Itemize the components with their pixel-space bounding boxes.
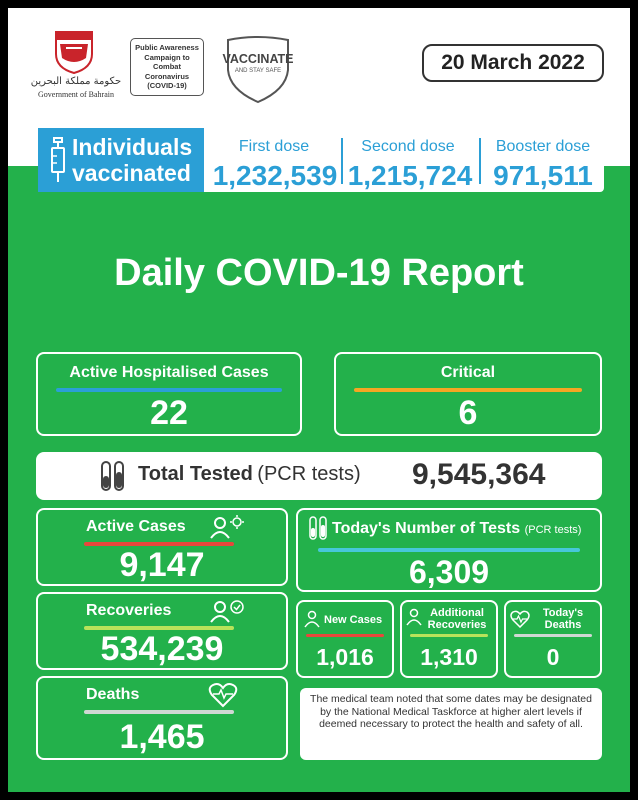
additional-recoveries-card: Additional Recoveries 1,310 <box>400 600 498 678</box>
deaths-card: Deaths 1,465 <box>36 676 288 760</box>
active-cases-card: Active Cases 9,147 <box>36 508 288 586</box>
hospitalised-card: Active Hospitalised Cases 22 <box>36 352 302 436</box>
deaths-bar <box>84 710 234 714</box>
person-virus-icon <box>304 610 320 628</box>
vaccinated-label-line2: vaccinated <box>72 160 191 186</box>
test-tubes-icon <box>308 516 328 540</box>
person-check-icon <box>208 598 246 624</box>
total-tested-card: Total Tested (PCR tests) 9,545,364 <box>36 452 602 500</box>
new-cases-bar <box>306 634 384 637</box>
vaccinate-title: VACCINATE <box>222 52 294 66</box>
divider <box>341 138 343 184</box>
deaths-label: Deaths <box>86 686 140 703</box>
report-date: 20 March 2022 <box>422 44 604 82</box>
tests-today-label: Today's Number of Tests <box>332 520 521 537</box>
heartbeat-icon <box>208 682 238 708</box>
additional-recoveries-bar <box>410 634 488 637</box>
todays-deaths-bar <box>514 634 592 637</box>
heartbeat-icon <box>510 610 530 629</box>
recoveries-value: 534,239 <box>100 630 224 668</box>
test-tubes-icon <box>98 460 128 492</box>
first-dose-label: First dose <box>238 138 310 155</box>
recoveries-label: Recoveries <box>86 602 172 619</box>
person-check-icon <box>406 608 422 626</box>
recoveries-card: Recoveries 534,239 <box>36 592 288 670</box>
total-tested-sub: (PCR tests) <box>257 463 361 485</box>
critical-bar <box>354 388 582 392</box>
medical-note: The medical team noted that some dates m… <box>300 688 602 760</box>
additional-recoveries-label-line2: Recoveries <box>427 619 487 631</box>
vaccination-label-panel: Individuals vaccinated <box>38 128 204 192</box>
gov-arabic-text: حكومة مملكة البحرين <box>30 76 122 87</box>
todays-deaths-label-line1: Today's <box>542 607 584 619</box>
hospitalised-label: Active Hospitalised Cases <box>69 364 269 381</box>
total-tested-label: Total Tested <box>138 463 253 485</box>
deaths-value: 1,465 <box>119 718 205 756</box>
hospitalised-value: 22 <box>150 394 188 432</box>
tests-today-label-group: Today's Number of Tests (PCR tests) <box>332 520 581 538</box>
active-cases-label: Active Cases <box>86 518 186 535</box>
vaccinated-label-line1: Individuals <box>72 134 193 160</box>
hospitalised-bar <box>56 388 282 392</box>
bahrain-emblem-icon <box>52 28 96 75</box>
person-virus-icon <box>208 514 246 540</box>
booster-dose-label: Booster dose <box>495 138 591 155</box>
new-cases-label: New Cases <box>324 614 383 626</box>
todays-deaths-value: 0 <box>546 644 560 670</box>
divider <box>479 138 481 184</box>
new-cases-card: New Cases 1,016 <box>296 600 394 678</box>
vaccination-strip: Individuals vaccinated First dose 1,232,… <box>38 128 604 192</box>
booster-dose-value: 971,511 <box>493 160 593 191</box>
campaign-label: Public Awareness Campaign to Combat Coro… <box>130 38 204 96</box>
recoveries-bar <box>84 626 234 630</box>
active-cases-bar <box>84 542 234 546</box>
todays-deaths-card: Today's Deaths 0 <box>504 600 602 678</box>
additional-recoveries-label-line1: Additional <box>430 607 484 619</box>
poster: حكومة مملكة البحرين Government of Bahrai… <box>8 8 630 792</box>
critical-card: Critical 6 <box>334 352 602 436</box>
vaccinate-shield-icon <box>222 34 294 104</box>
second-dose-label: Second dose <box>361 138 455 155</box>
total-tested-label-group: Total Tested (PCR tests) <box>138 463 361 486</box>
vaccinate-subtitle: AND STAY SAFE <box>234 68 282 74</box>
second-dose-value: 1,215,724 <box>347 160 473 191</box>
total-tested-value: 9,545,364 <box>412 458 546 491</box>
todays-deaths-label-line2: Deaths <box>544 619 582 631</box>
critical-value: 6 <box>458 394 478 432</box>
first-dose-value: 1,232,539 <box>212 160 338 191</box>
critical-label: Critical <box>440 364 496 381</box>
new-cases-value: 1,016 <box>316 644 374 670</box>
report-title: Daily COVID-19 Report <box>114 252 524 294</box>
tests-today-card: Today's Number of Tests (PCR tests) 6,30… <box>296 508 602 592</box>
syringe-icon <box>48 136 68 184</box>
tests-today-value: 6,309 <box>408 554 490 590</box>
tests-today-bar <box>318 548 580 552</box>
tests-today-sub: (PCR tests) <box>524 524 582 536</box>
gov-caption: Government of Bahrain <box>38 90 114 99</box>
active-cases-value: 9,147 <box>119 546 205 584</box>
additional-recoveries-value: 1,310 <box>420 644 478 670</box>
